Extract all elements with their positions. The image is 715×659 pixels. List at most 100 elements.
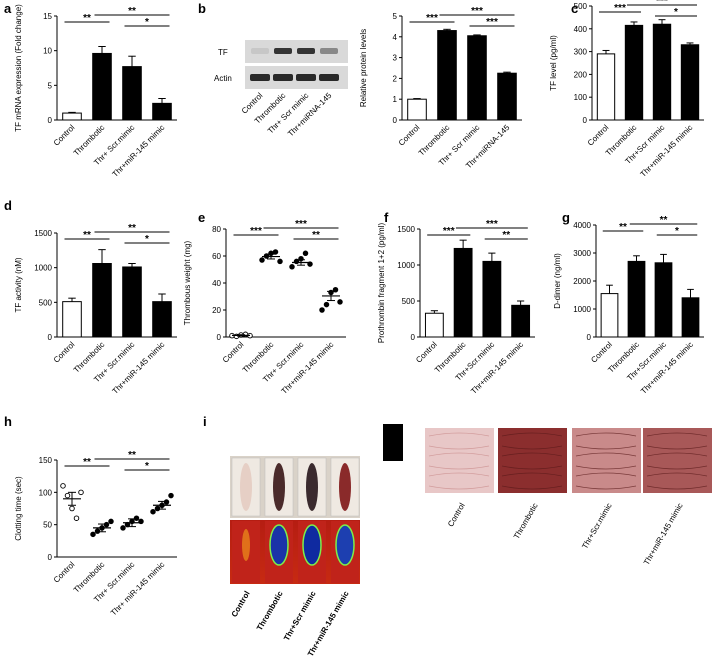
- significance-label: *: [145, 17, 149, 28]
- bar: [152, 301, 172, 338]
- gross-thrombus: [240, 463, 252, 511]
- y-tick-label: 2000: [573, 277, 591, 286]
- panel-label-c: c: [571, 1, 578, 16]
- category-label: Control: [52, 340, 77, 365]
- tissue-fiber: [646, 452, 708, 457]
- bar: [680, 44, 700, 121]
- category-label: Thr+miR-145 mimic: [639, 123, 695, 179]
- y-tick-label: 15: [43, 12, 52, 21]
- blot-tf-strip: [245, 40, 348, 63]
- y-tick-label: 10: [43, 47, 52, 56]
- tissue-fiber: [428, 445, 490, 450]
- histology-label: Thr+Scr.mimic: [580, 502, 613, 551]
- tissue-fiber: [575, 445, 637, 450]
- data-point: [108, 518, 114, 525]
- bar: [624, 24, 644, 121]
- tissue-fiber: [575, 452, 637, 457]
- tissue-fiber: [501, 485, 563, 490]
- histology-image: [425, 428, 494, 493]
- y-tick-label: 1000: [397, 261, 415, 270]
- panel-label-b: b: [198, 1, 206, 16]
- y-tick-label: 1500: [34, 229, 52, 238]
- y-tick-label: 3: [393, 54, 398, 63]
- histology-labels: Control Thrombotic Thr+Scr.mimic Thr+miR-14…: [446, 501, 685, 566]
- panel-label-a: a: [4, 1, 12, 16]
- data-point: [120, 525, 126, 531]
- significance-label: ***: [250, 226, 262, 237]
- histology-image: [498, 428, 567, 493]
- photo-cells: [231, 457, 360, 583]
- data-point: [259, 257, 265, 263]
- bar: [424, 312, 444, 338]
- y-tick-label: 100: [39, 488, 53, 497]
- y-axis-label: Relative protein levels: [359, 29, 368, 107]
- bar: [654, 262, 673, 338]
- data-point: [277, 258, 283, 265]
- histology-label: Thrombotic: [512, 502, 540, 541]
- bar: [681, 297, 700, 338]
- panel-label-f: f: [384, 210, 389, 225]
- y-tick-label: 500: [39, 298, 53, 307]
- blot-row-label-tf: TF: [218, 48, 228, 57]
- bar: [652, 23, 672, 121]
- significance-label: **: [83, 230, 91, 241]
- tissue-fiber: [501, 432, 563, 437]
- actin-band: [296, 74, 316, 81]
- bar: [600, 293, 619, 338]
- bar: [497, 72, 517, 121]
- category-label: Control: [414, 340, 439, 365]
- chart-f: 0 500 1000 1500 Prothrombin fragment 1+2 (pg…: [377, 219, 535, 396]
- bar: [92, 263, 112, 338]
- y-tick-label: 50: [43, 521, 52, 530]
- panel-label-i: i: [203, 414, 207, 429]
- data-point: [60, 483, 66, 489]
- y-tick-label: 5: [48, 81, 53, 90]
- tf-band: [320, 48, 338, 54]
- data-point: [150, 508, 156, 515]
- data-point: [337, 299, 343, 305]
- tissue-fiber: [501, 472, 563, 477]
- tissue-fiber: [428, 452, 490, 457]
- data-point: [69, 505, 75, 512]
- gross-thrombus: [306, 463, 318, 511]
- photo-label: Control: [230, 590, 252, 619]
- chart-e: 0 20 40 60 80 Thrombous weight (mg) Control Thr…: [183, 219, 346, 396]
- y-tick-label: 4: [393, 33, 398, 42]
- significance-label: ***: [471, 6, 483, 17]
- tissue-fiber: [575, 432, 637, 437]
- tissue-fiber: [428, 485, 490, 490]
- significance-label: ***: [486, 219, 498, 230]
- tissue-fiber: [501, 452, 563, 457]
- blot-bands: [250, 48, 339, 81]
- y-tick-label: 0: [583, 116, 588, 125]
- data-point: [78, 489, 84, 496]
- category-label: Thr+ miR-145 mimic: [109, 560, 166, 617]
- y-axis-label: D-dimer (ng/ml): [553, 253, 562, 309]
- y-tick-label: 0: [217, 333, 222, 342]
- tf-band: [274, 48, 292, 54]
- y-axis-label: Thrombous weight (mg): [183, 240, 192, 325]
- significance-label: ***: [656, 0, 668, 7]
- data-point: [103, 521, 110, 528]
- significance-label: *: [674, 7, 678, 18]
- tissue-fiber: [646, 472, 708, 477]
- bar: [122, 66, 142, 121]
- y-tick-label: 60: [212, 252, 221, 261]
- significance-label: ***: [295, 219, 307, 230]
- data-point: [90, 531, 96, 538]
- y-tick-label: 0: [48, 116, 53, 125]
- chart-c: 0 100 200 300 400 500 TF level (pg/ml) Control T…: [549, 0, 704, 179]
- y-tick-label: 500: [402, 297, 416, 306]
- category-label: Control: [397, 123, 422, 148]
- data-point: [94, 528, 101, 534]
- significance-label: **: [128, 6, 136, 17]
- heatmap-signal: [335, 524, 355, 566]
- category-label: Thr+miR-145 mimic: [111, 340, 167, 396]
- data-point: [64, 492, 71, 499]
- y-tick-label: 3000: [573, 249, 591, 258]
- data-point: [133, 515, 140, 521]
- y-tick-label: 400: [574, 25, 588, 34]
